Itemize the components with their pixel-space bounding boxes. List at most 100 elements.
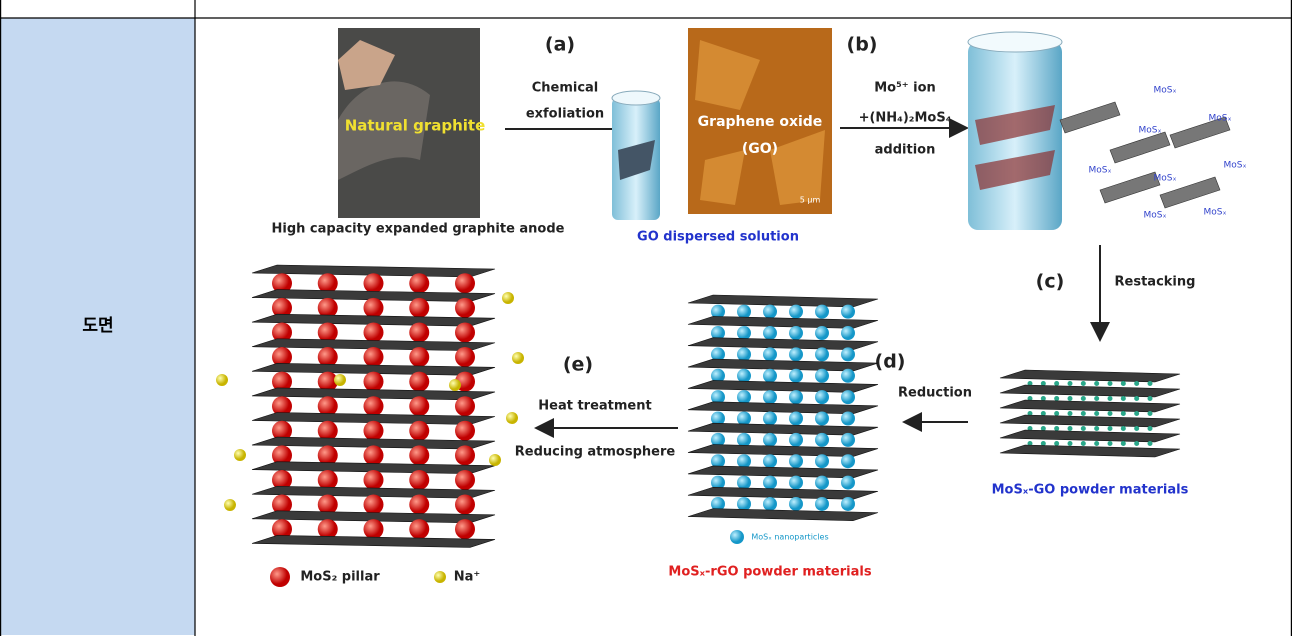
particle — [409, 494, 430, 515]
particle — [1040, 426, 1046, 431]
particle — [841, 432, 855, 447]
particle — [841, 390, 855, 405]
cylinder-flakes — [618, 140, 655, 180]
particle — [272, 273, 292, 294]
ion — [506, 412, 518, 424]
particle — [455, 494, 475, 515]
arrow-label: Heat treatment — [538, 399, 651, 414]
particle — [737, 496, 751, 511]
sheet — [999, 429, 1181, 443]
particle — [815, 496, 829, 511]
particle — [737, 390, 751, 405]
particle — [317, 469, 338, 490]
particle — [1054, 381, 1060, 386]
step-label: (b) — [847, 34, 878, 56]
particle — [711, 326, 725, 341]
particle — [455, 347, 475, 368]
particle — [272, 371, 292, 392]
particle — [272, 519, 292, 540]
particle — [1134, 441, 1140, 446]
sheet — [251, 387, 496, 401]
particle — [272, 420, 292, 441]
particle — [363, 445, 384, 466]
particle — [1107, 381, 1113, 386]
legend-marker — [434, 571, 446, 583]
particle — [815, 304, 829, 319]
particle — [1107, 411, 1113, 416]
particle — [1040, 411, 1046, 416]
go-flakes — [695, 40, 825, 205]
caption: MoSₓ-GO powder materials — [992, 483, 1189, 498]
arrow-label: Mo⁵⁺ ion — [874, 81, 936, 96]
particle — [317, 445, 338, 466]
sheet — [251, 510, 496, 524]
particle — [272, 297, 292, 318]
particle — [1054, 426, 1060, 431]
particle — [815, 390, 829, 405]
label-cell — [1, 18, 195, 635]
ion — [449, 379, 461, 391]
sheet — [999, 414, 1181, 428]
sheet — [999, 399, 1181, 413]
step-label: (d) — [875, 351, 906, 373]
legend-marker — [270, 567, 290, 587]
sheet — [251, 264, 496, 278]
particle — [815, 368, 829, 383]
particle — [1147, 381, 1153, 386]
particle — [763, 475, 777, 490]
particle — [763, 432, 777, 447]
particle — [1067, 396, 1073, 401]
step-label: (e) — [563, 354, 593, 376]
particle — [841, 304, 855, 319]
particle — [1107, 396, 1113, 401]
flake-label: MoSₓ — [1144, 211, 1167, 221]
flake — [1109, 131, 1171, 164]
particle — [737, 475, 751, 490]
particle — [409, 469, 430, 490]
flake-label: MoSₓ — [1209, 114, 1232, 124]
particle — [1134, 411, 1140, 416]
flake-label: MoSₓ — [1154, 174, 1177, 184]
particle — [1120, 441, 1126, 446]
particle — [815, 454, 829, 469]
particle — [1147, 441, 1153, 446]
particle — [1120, 426, 1126, 431]
particle — [1080, 396, 1086, 401]
particle — [363, 371, 384, 392]
particle — [815, 411, 829, 426]
photo-hand — [338, 40, 395, 90]
particle — [1147, 396, 1153, 401]
particle — [317, 273, 338, 294]
particle — [815, 347, 829, 362]
sheet — [251, 412, 496, 425]
particle — [317, 322, 338, 343]
ion — [502, 292, 514, 304]
particle — [1134, 381, 1140, 386]
particle — [455, 445, 475, 466]
particle — [1040, 381, 1046, 386]
particle — [1107, 441, 1113, 446]
arrow-label: addition — [875, 143, 936, 158]
ion — [334, 374, 346, 386]
sheet — [251, 485, 496, 499]
ion — [224, 499, 236, 511]
particle — [763, 411, 777, 426]
particle — [272, 445, 292, 466]
particle — [1134, 426, 1140, 431]
particle — [737, 432, 751, 447]
image-label: Graphene oxide — [698, 114, 823, 130]
ion — [216, 374, 228, 386]
particle — [272, 396, 292, 417]
legend-label: Na⁺ — [454, 570, 481, 585]
legend-marker — [730, 530, 744, 544]
sheet — [999, 384, 1181, 398]
step-label: (a) — [545, 34, 575, 56]
particle — [711, 454, 725, 469]
particle — [711, 496, 725, 511]
particle — [317, 494, 338, 515]
cylinder-top — [611, 90, 661, 106]
particle — [363, 396, 384, 417]
particle — [711, 347, 725, 362]
image-label: (GO) — [742, 141, 778, 157]
